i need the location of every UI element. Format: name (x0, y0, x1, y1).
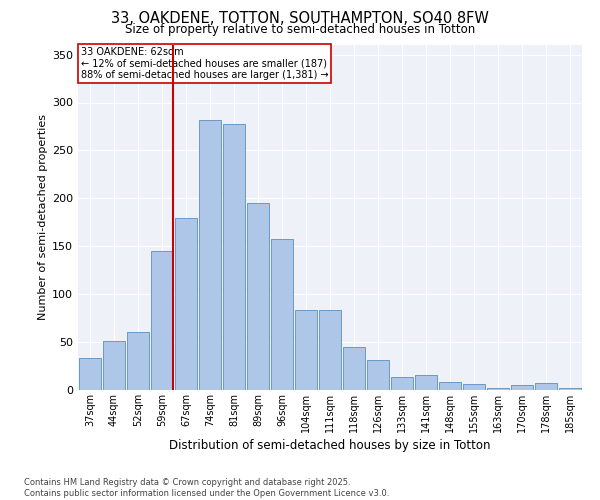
Bar (415, 374, 437, 390)
Bar (535, 384, 557, 390)
Bar (439, 382, 461, 390)
Text: 33, OAKDENE, TOTTON, SOUTHAMPTON, SO40 8FW: 33, OAKDENE, TOTTON, SOUTHAMPTON, SO40 8… (111, 11, 489, 26)
Bar (391, 376, 413, 390)
Bar (487, 388, 509, 390)
Bar (319, 310, 341, 390)
Y-axis label: Number of semi-detached properties: Number of semi-detached properties (38, 114, 48, 320)
Text: Size of property relative to semi-detached houses in Totton: Size of property relative to semi-detach… (125, 22, 475, 36)
Text: Contains HM Land Registry data © Crown copyright and database right 2025.
Contai: Contains HM Land Registry data © Crown c… (24, 478, 389, 498)
Bar (463, 384, 485, 390)
Bar (199, 120, 221, 390)
Bar (367, 360, 389, 390)
X-axis label: Distribution of semi-detached houses by size in Totton: Distribution of semi-detached houses by … (169, 439, 491, 452)
Bar (247, 203, 269, 390)
Bar (295, 310, 317, 390)
Bar (79, 358, 101, 390)
Bar (343, 347, 365, 390)
Bar (151, 251, 173, 390)
Bar (511, 385, 533, 390)
Text: 33 OAKDENE: 62sqm
← 12% of semi-detached houses are smaller (187)
88% of semi-de: 33 OAKDENE: 62sqm ← 12% of semi-detached… (80, 46, 328, 80)
Bar (559, 388, 581, 390)
Bar (103, 341, 125, 390)
Bar (175, 218, 197, 390)
Bar (127, 332, 149, 390)
Bar (223, 124, 245, 390)
Bar (271, 238, 293, 390)
